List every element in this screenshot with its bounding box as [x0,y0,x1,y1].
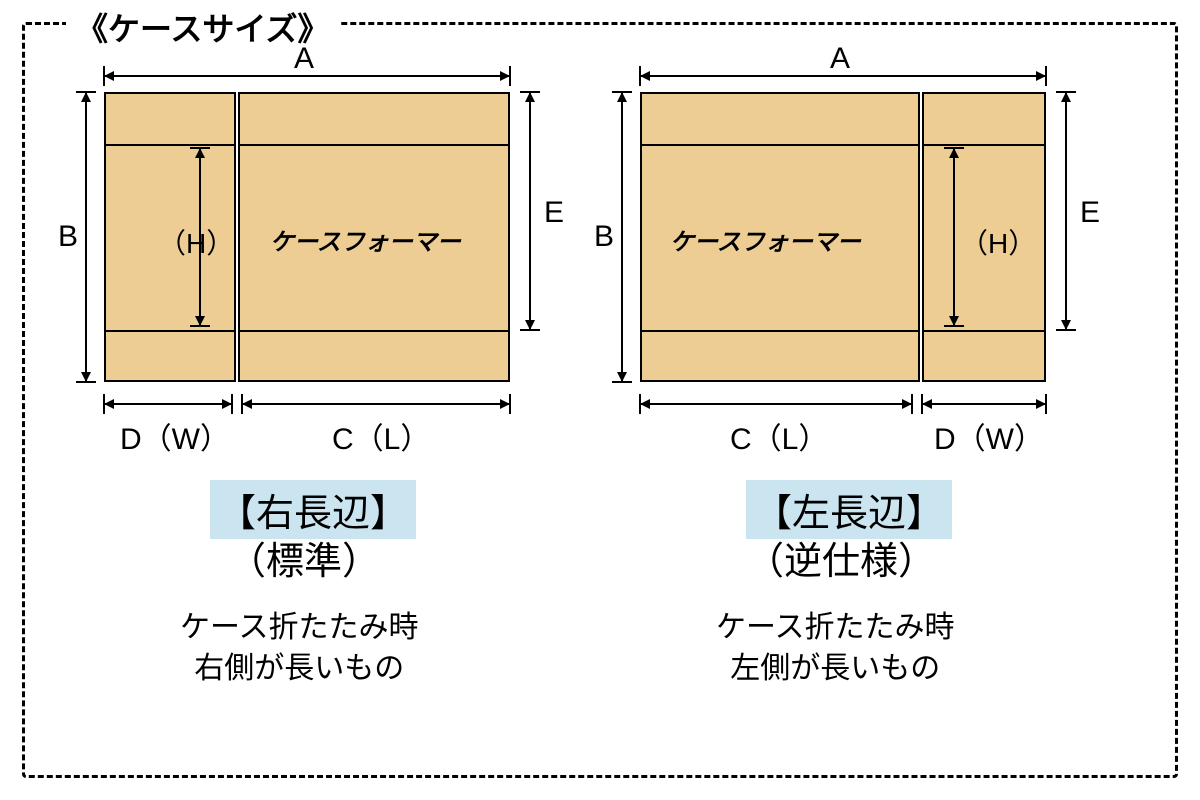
right-dim-C-arrow [640,394,912,414]
left-dim-H-label: （H） [158,222,234,262]
left-fold-bot [104,330,510,332]
left-dim-C-label: C（L） [332,414,430,458]
left-desc-line1: ケース折たたみ時 [180,611,419,644]
left-dim-E-label: E [544,196,564,230]
left-desc-line2: 右側が長いもの [194,652,404,685]
right-dim-C-label: C（L） [730,414,828,458]
right-logo-text: ケースフォーマー [670,222,861,257]
right-description: ケース折たたみ時 左側が長いもの [716,608,955,689]
left-description: ケース折たたみ時 右側が長いもの [180,608,419,689]
right-desc-line1: ケース折たたみ時 [716,611,955,644]
right-dim-D-label: D（W） [934,414,1044,458]
left-dim-D-label: D（W） [120,414,230,458]
left-dim-B-label: B [58,220,78,254]
left-dim-A-label: A [294,42,314,76]
right-desc-line2: 左側が長いもの [730,652,940,685]
right-dim-H-label: （H） [960,222,1036,262]
right-caption-sub: （逆仕様） [746,530,936,585]
right-dim-B-arrow [612,92,632,382]
right-dim-B-label: B [594,220,614,254]
right-dim-A-label: A [830,42,850,76]
right-dim-D-arrow [922,394,1046,414]
left-dim-C-arrow [242,394,510,414]
left-logo-text: ケースフォーマー [270,222,461,257]
right-fold-bot [640,330,1046,332]
left-split-gap [234,92,240,382]
left-fold-top [104,144,510,146]
left-dim-B-arrow [76,92,96,382]
right-dim-E-label: E [1080,196,1100,230]
left-dim-E-arrow [520,92,540,330]
left-dim-D-arrow [104,394,232,414]
right-fold-top [640,144,1046,146]
right-dim-E-arrow [1056,92,1076,330]
right-split-gap [918,92,924,382]
left-caption-sub: （標準） [228,530,380,585]
